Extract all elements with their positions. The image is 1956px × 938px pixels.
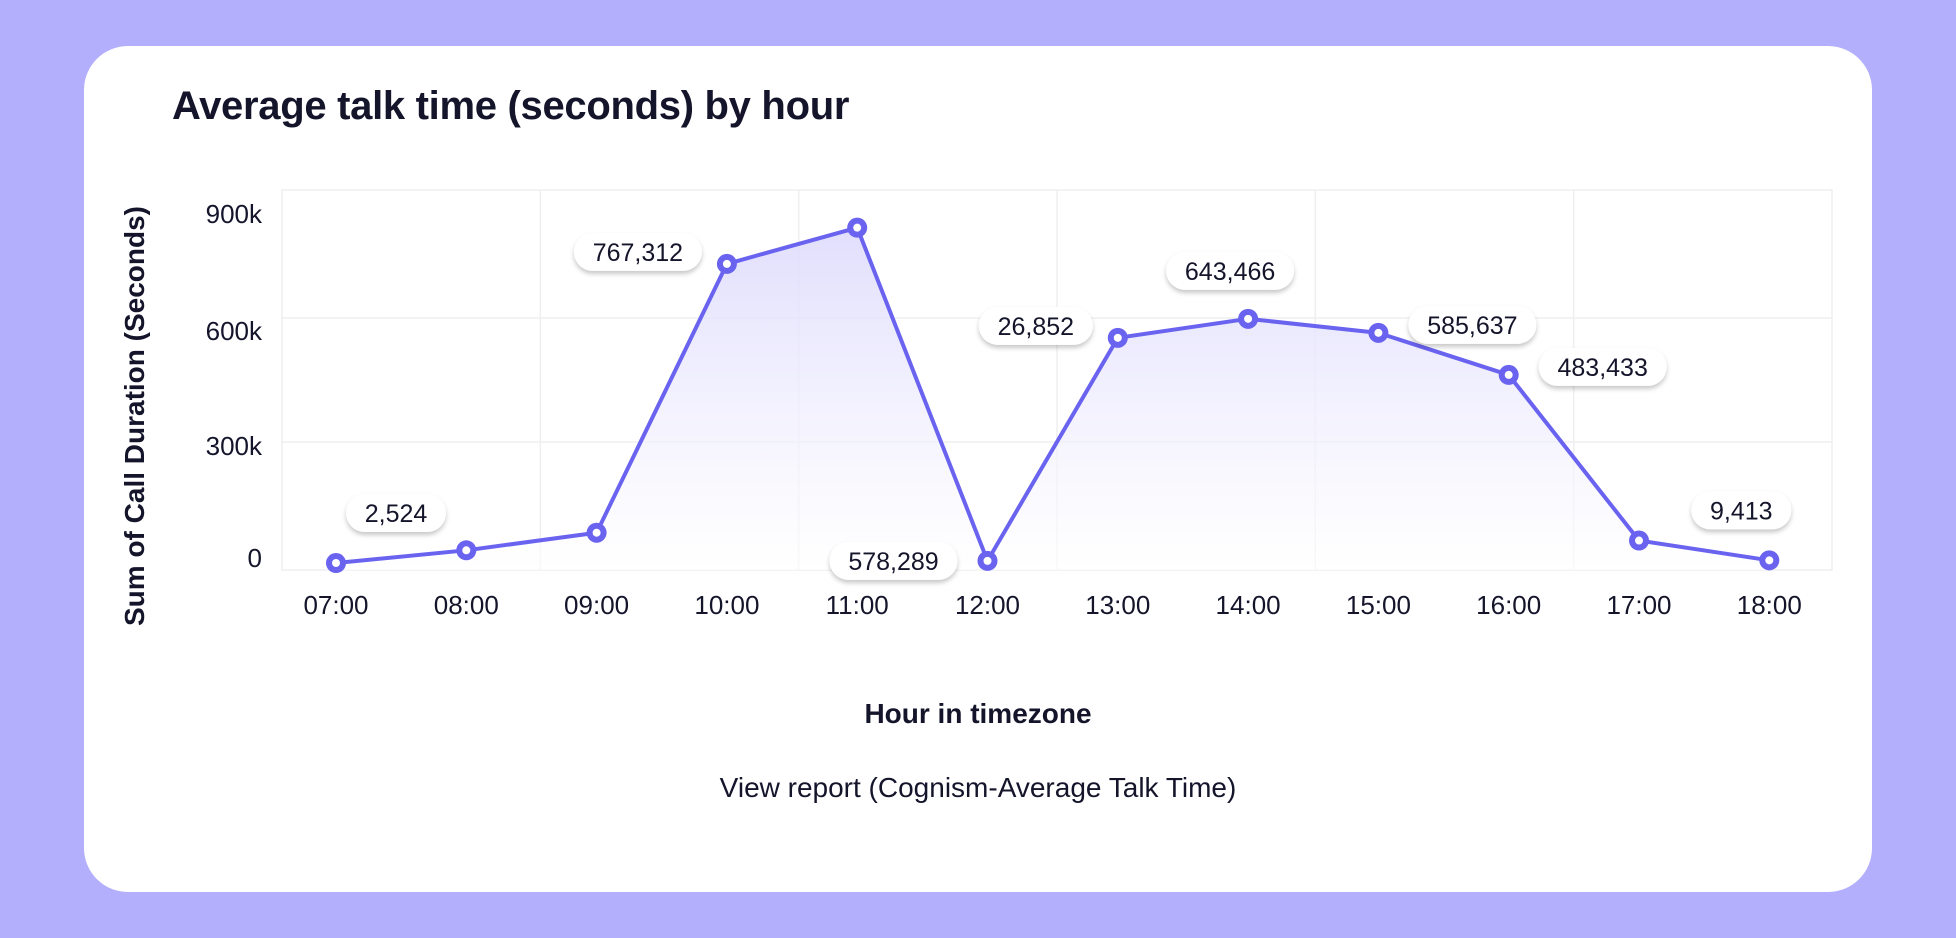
- x-axis-label: Hour in timezone: [864, 698, 1092, 729]
- y-tick-label: 900k: [206, 199, 263, 229]
- x-tick-label: 14:00: [1216, 590, 1281, 620]
- data-point-center: [722, 259, 731, 268]
- x-tick-label: 12:00: [955, 590, 1020, 620]
- chart-card: Average talk time (seconds) by hour 2,52…: [84, 46, 1872, 892]
- data-label-text: 483,433: [1558, 354, 1648, 382]
- x-tick-label: 08:00: [434, 590, 499, 620]
- data-point-center: [1374, 328, 1383, 337]
- data-label-text: 9,413: [1710, 497, 1773, 525]
- data-point-center: [1635, 536, 1643, 545]
- data-label-bubble: [1408, 305, 1537, 344]
- data-label-bubble: [978, 306, 1093, 345]
- data-label: 643,466: [1166, 251, 1295, 290]
- data-point-center: [1765, 556, 1774, 565]
- data-label: 9,413: [1691, 491, 1792, 530]
- data-point-center: [1504, 370, 1513, 379]
- data-point-center: [983, 556, 992, 565]
- data-label: 26,852: [978, 306, 1093, 345]
- y-tick-label: 300k: [206, 431, 263, 461]
- area-fill: [336, 227, 1770, 570]
- data-label-text: 578,289: [848, 548, 938, 576]
- data-label-bubble: [1538, 347, 1667, 386]
- data-label-bubble: [829, 541, 958, 580]
- data-label-text: 767,312: [593, 239, 683, 267]
- data-label: 767,312: [573, 232, 702, 271]
- view-report-link[interactable]: View report (Cognism-Average Talk Time): [719, 772, 1237, 803]
- y-tick-label: 600k: [206, 316, 263, 346]
- x-tick-label: 07:00: [303, 590, 368, 620]
- data-label-bubble: [1166, 251, 1295, 290]
- line-chart: 2,524 767,312 578,289 26,852 643,466 585,637 4…: [119, 189, 1833, 626]
- x-tick-label: 11:00: [826, 590, 889, 620]
- x-tick-label: 15:00: [1346, 590, 1411, 620]
- x-tick-label: 16:00: [1476, 590, 1541, 620]
- axis-ticks: 07:00 08:00 09:00 10:00 11:00 12:00 13:00 14:00…: [206, 199, 1802, 620]
- chart-title: Average talk time (seconds) by hour: [172, 84, 850, 128]
- data-label-text: 585,637: [1427, 312, 1517, 340]
- data-label-text: 26,852: [998, 313, 1074, 341]
- data-label-text: 643,466: [1185, 258, 1275, 286]
- x-tick-label: 09:00: [564, 590, 629, 620]
- data-point-center: [1244, 314, 1253, 323]
- x-tick-label: 13:00: [1085, 590, 1150, 620]
- data-points: [326, 217, 1780, 574]
- y-axis-label: Sum of Call Duration (Seconds): [119, 206, 150, 626]
- data-label: 585,637: [1408, 305, 1537, 344]
- series-polyline: [335, 225, 1770, 566]
- data-label: 2,524: [346, 494, 446, 533]
- data-point-center: [592, 528, 601, 537]
- y-tick-label: 0: [248, 543, 262, 573]
- data-point-center: [1113, 333, 1122, 342]
- series-line: [335, 225, 1770, 566]
- data-label-bubble: [573, 232, 702, 271]
- series-area: [336, 227, 1770, 570]
- data-label: 578,289: [829, 541, 958, 580]
- data-labels: 2,524 767,312 578,289 26,852 643,466 585,637 4…: [346, 232, 1792, 580]
- data-point-center: [853, 223, 862, 232]
- data-point-center: [462, 546, 471, 555]
- data-label: 483,433: [1538, 347, 1667, 386]
- data-label-bubble: [1691, 491, 1792, 530]
- data-label-bubble: [346, 494, 446, 533]
- data-point-center: [332, 559, 340, 568]
- data-label-text: 2,524: [365, 500, 428, 528]
- x-tick-label: 18:00: [1737, 590, 1802, 620]
- x-tick-label: 17:00: [1606, 590, 1671, 620]
- x-tick-label: 10:00: [694, 590, 759, 620]
